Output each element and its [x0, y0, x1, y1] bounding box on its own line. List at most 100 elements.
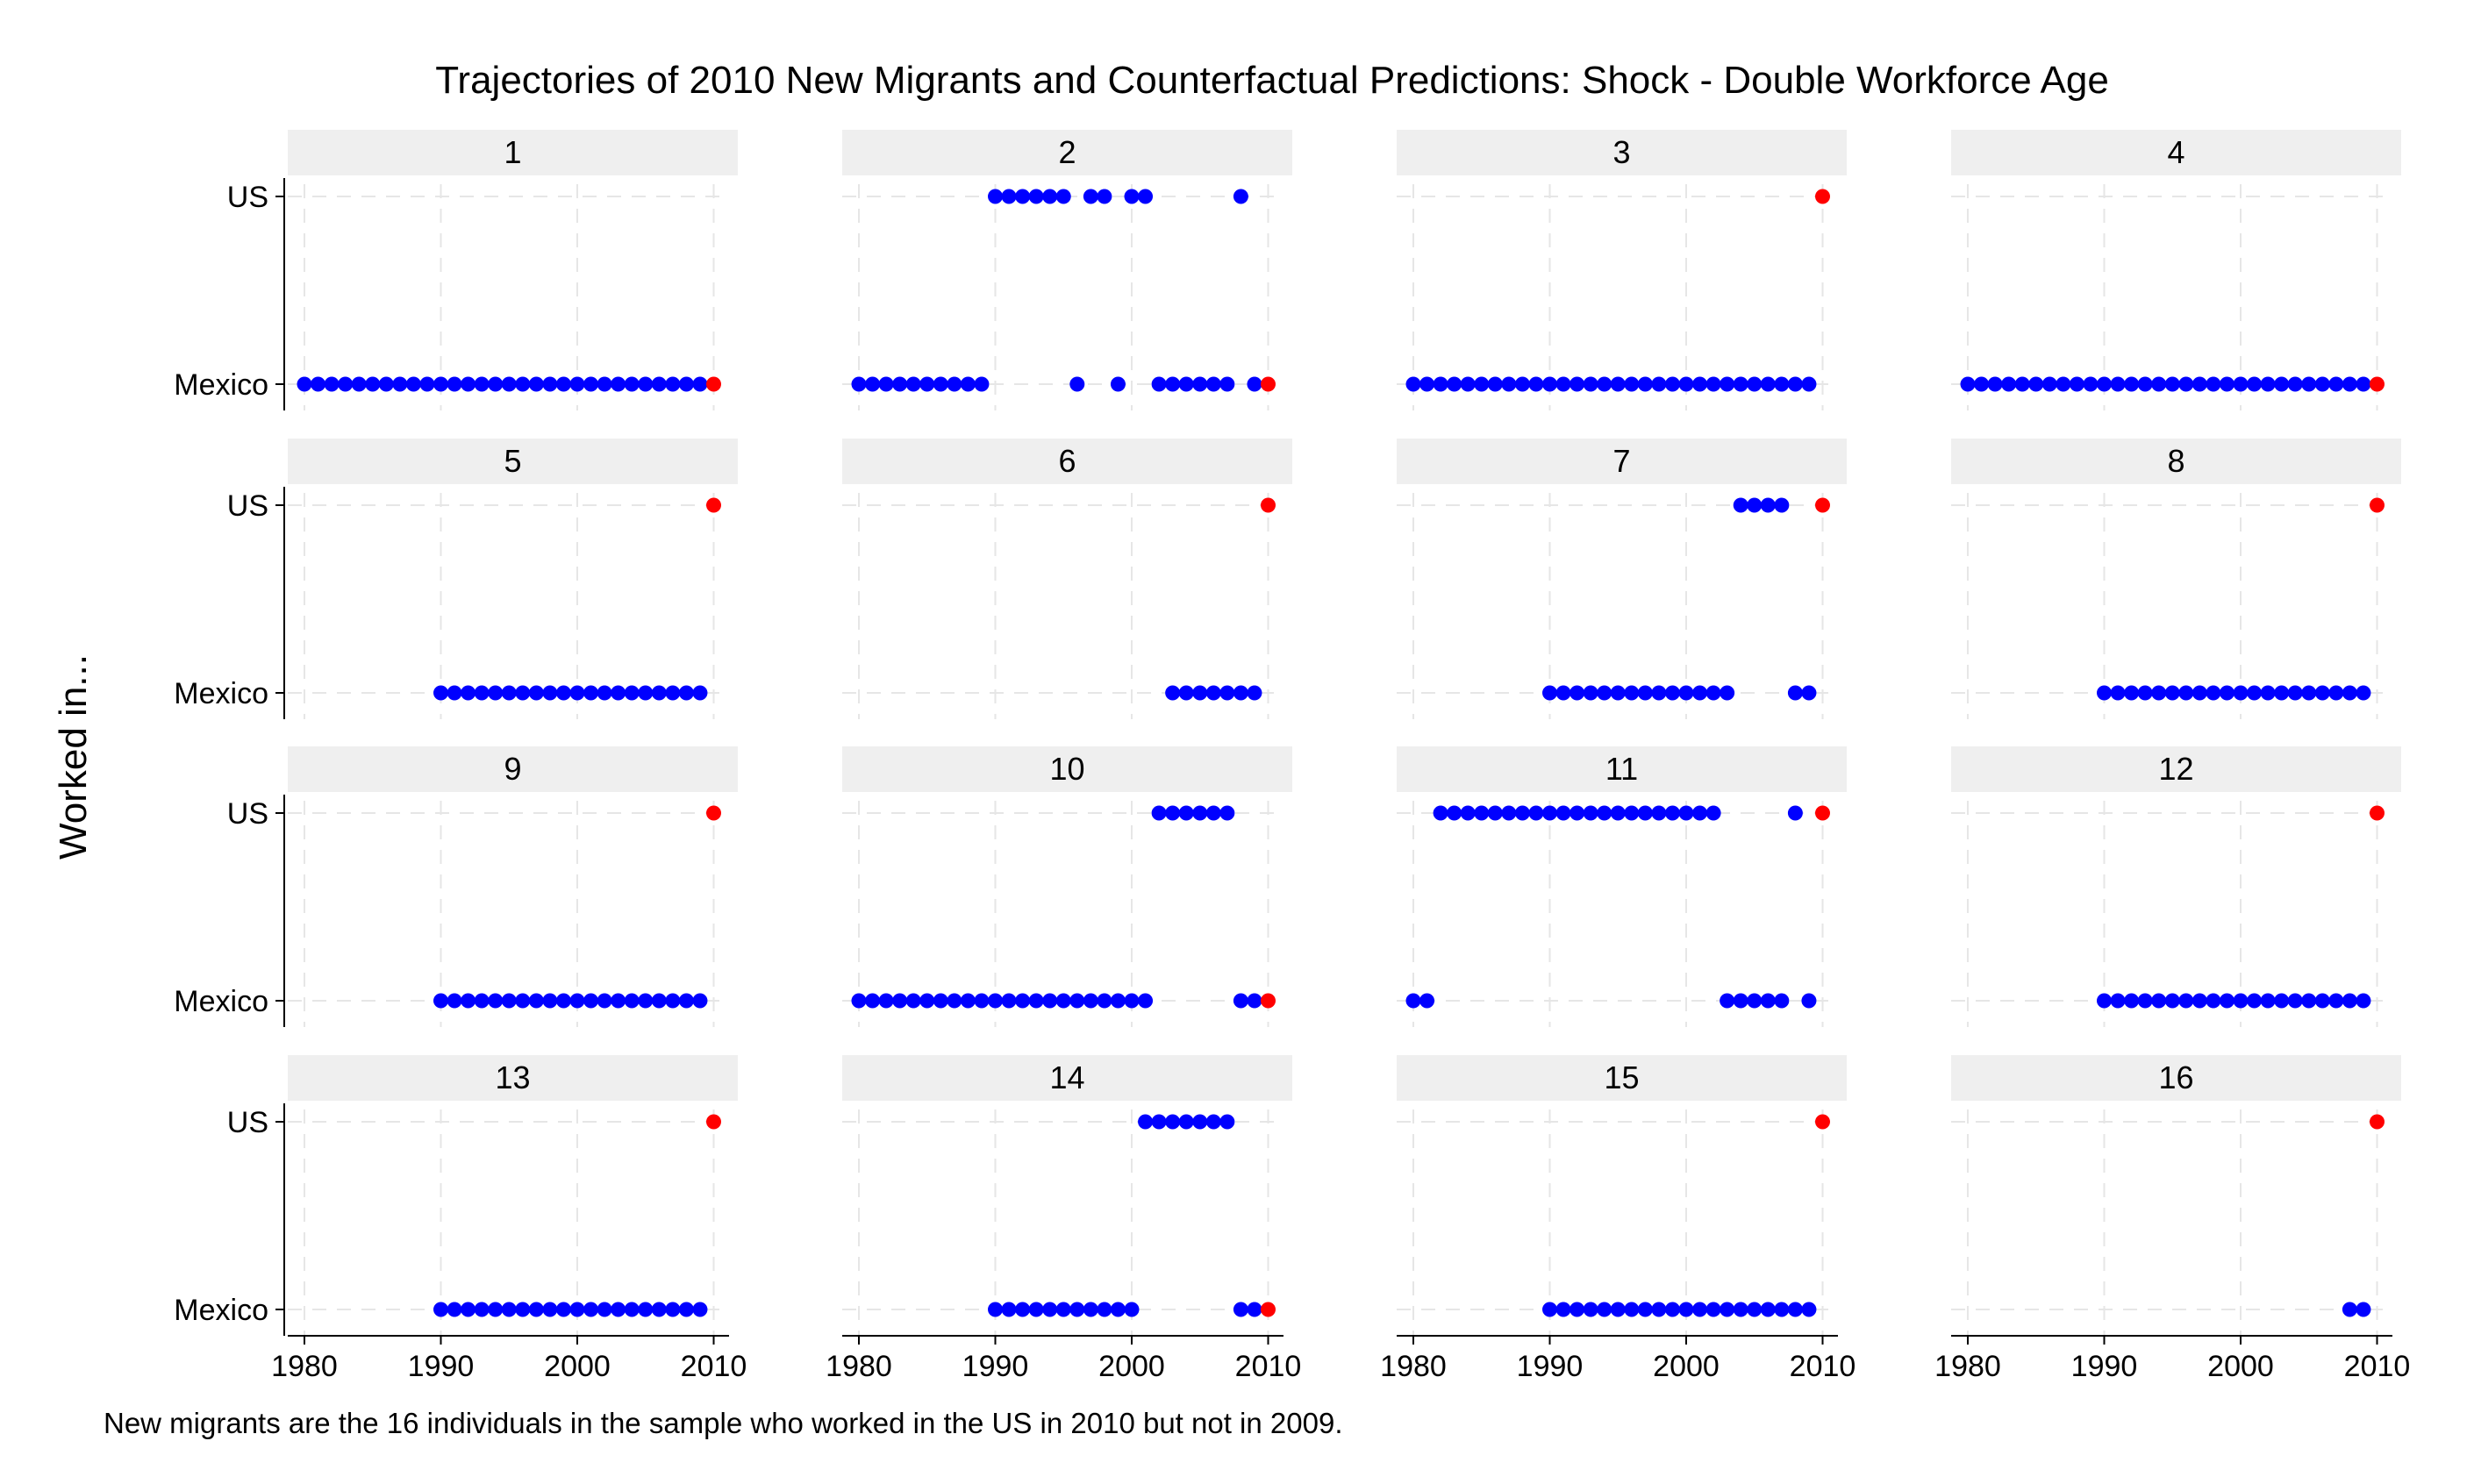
point-mexico: [542, 1302, 558, 1317]
point-us: [1138, 1114, 1154, 1130]
point-mexico: [1760, 993, 1776, 1009]
point-mexico: [665, 993, 681, 1009]
point-mexico: [1247, 1302, 1262, 1317]
panel-label: 9: [504, 751, 521, 787]
point-mexico: [1110, 1302, 1126, 1317]
point-mexico: [2041, 376, 2057, 392]
point-mexico: [2164, 376, 2180, 392]
point-us: [1501, 805, 1517, 821]
point-mexico: [1610, 685, 1626, 701]
point-predicted: [1261, 497, 1276, 513]
point-mexico: [851, 993, 867, 1009]
point-mexico: [569, 685, 585, 701]
point-mexico: [1678, 1302, 1694, 1317]
point-mexico: [555, 685, 571, 701]
point-mexico: [678, 1302, 694, 1317]
point-us: [1487, 805, 1503, 821]
point-mexico: [2001, 376, 2017, 392]
point-mexico: [1747, 376, 1763, 392]
point-mexico: [878, 376, 894, 392]
point-mexico: [1042, 1302, 1058, 1317]
point-mexico: [1624, 1302, 1640, 1317]
point-mexico: [1015, 993, 1031, 1009]
panel-label: 16: [2158, 1059, 2193, 1095]
point-mexico: [1960, 376, 1976, 392]
x-tick-label: 1990: [962, 1350, 1029, 1383]
point-mexico: [1138, 993, 1154, 1009]
point-mexico: [297, 376, 312, 392]
x-tick-label: 1980: [271, 1350, 338, 1383]
point-mexico: [2110, 993, 2126, 1009]
point-mexico: [651, 376, 667, 392]
point-mexico: [933, 376, 948, 392]
point-mexico: [2137, 685, 2153, 701]
point-mexico: [2178, 376, 2194, 392]
point-mexico: [2356, 376, 2371, 392]
point-us: [1692, 805, 1708, 821]
panel-label: 10: [1049, 751, 1084, 787]
panel-strip: [1951, 1055, 2401, 1101]
point-mexico: [447, 376, 462, 392]
point-mexico: [933, 993, 948, 1009]
point-mexico: [1151, 376, 1167, 392]
point-mexico: [2097, 376, 2112, 392]
point-mexico: [597, 376, 612, 392]
point-mexico: [947, 376, 962, 392]
point-mexico: [1514, 376, 1530, 392]
point-mexico: [2328, 685, 2344, 701]
point-mexico: [624, 993, 640, 1009]
panel: 1 US Mexico: [174, 130, 738, 410]
point-us: [1042, 189, 1058, 204]
point-mexico: [2178, 993, 2194, 1009]
point-us: [1192, 1114, 1208, 1130]
point-us: [1178, 1114, 1194, 1130]
point-mexico: [1419, 993, 1435, 1009]
point-mexico: [2247, 685, 2263, 701]
point-mexico: [1569, 376, 1585, 392]
point-us: [1774, 497, 1790, 513]
point-us: [1637, 805, 1653, 821]
point-mexico: [2014, 376, 2030, 392]
point-mexico: [1178, 685, 1194, 701]
point-mexico: [2233, 376, 2249, 392]
point-mexico: [1987, 376, 2003, 392]
point-mexico: [2342, 1302, 2357, 1317]
point-mexico: [555, 1302, 571, 1317]
point-mexico: [1705, 1302, 1721, 1317]
point-mexico: [2301, 993, 2317, 1009]
point-mexico: [960, 376, 976, 392]
point-mexico: [542, 376, 558, 392]
point-mexico: [2233, 685, 2249, 701]
point-mexico: [1178, 376, 1194, 392]
point-mexico: [611, 376, 626, 392]
point-us: [1192, 805, 1208, 821]
point-mexico: [1733, 376, 1748, 392]
point-mexico: [2219, 376, 2234, 392]
point-mexico: [1433, 376, 1448, 392]
point-us: [1205, 805, 1221, 821]
point-mexico: [851, 376, 867, 392]
point-mexico: [569, 1302, 585, 1317]
point-us: [1151, 805, 1167, 821]
point-mexico: [2151, 376, 2167, 392]
point-predicted: [1815, 189, 1830, 204]
x-tick-label: 2010: [2344, 1350, 2411, 1383]
point-us: [1219, 1114, 1235, 1130]
point-mexico: [1705, 685, 1721, 701]
point-mexico: [678, 993, 694, 1009]
point-mexico: [651, 685, 667, 701]
point-mexico: [988, 1302, 1003, 1317]
point-mexico: [2356, 993, 2371, 1009]
point-mexico: [2178, 685, 2194, 701]
point-mexico: [488, 685, 504, 701]
point-mexico: [624, 1302, 640, 1317]
point-mexico: [488, 993, 504, 1009]
point-mexico: [1720, 993, 1735, 1009]
point-mexico: [1247, 376, 1262, 392]
point-mexico: [1664, 1302, 1680, 1317]
panel-label: 3: [1612, 134, 1630, 170]
point-mexico: [2137, 376, 2153, 392]
point-mexico: [638, 376, 654, 392]
point-us: [1569, 805, 1585, 821]
panel: 3: [1397, 130, 1847, 410]
